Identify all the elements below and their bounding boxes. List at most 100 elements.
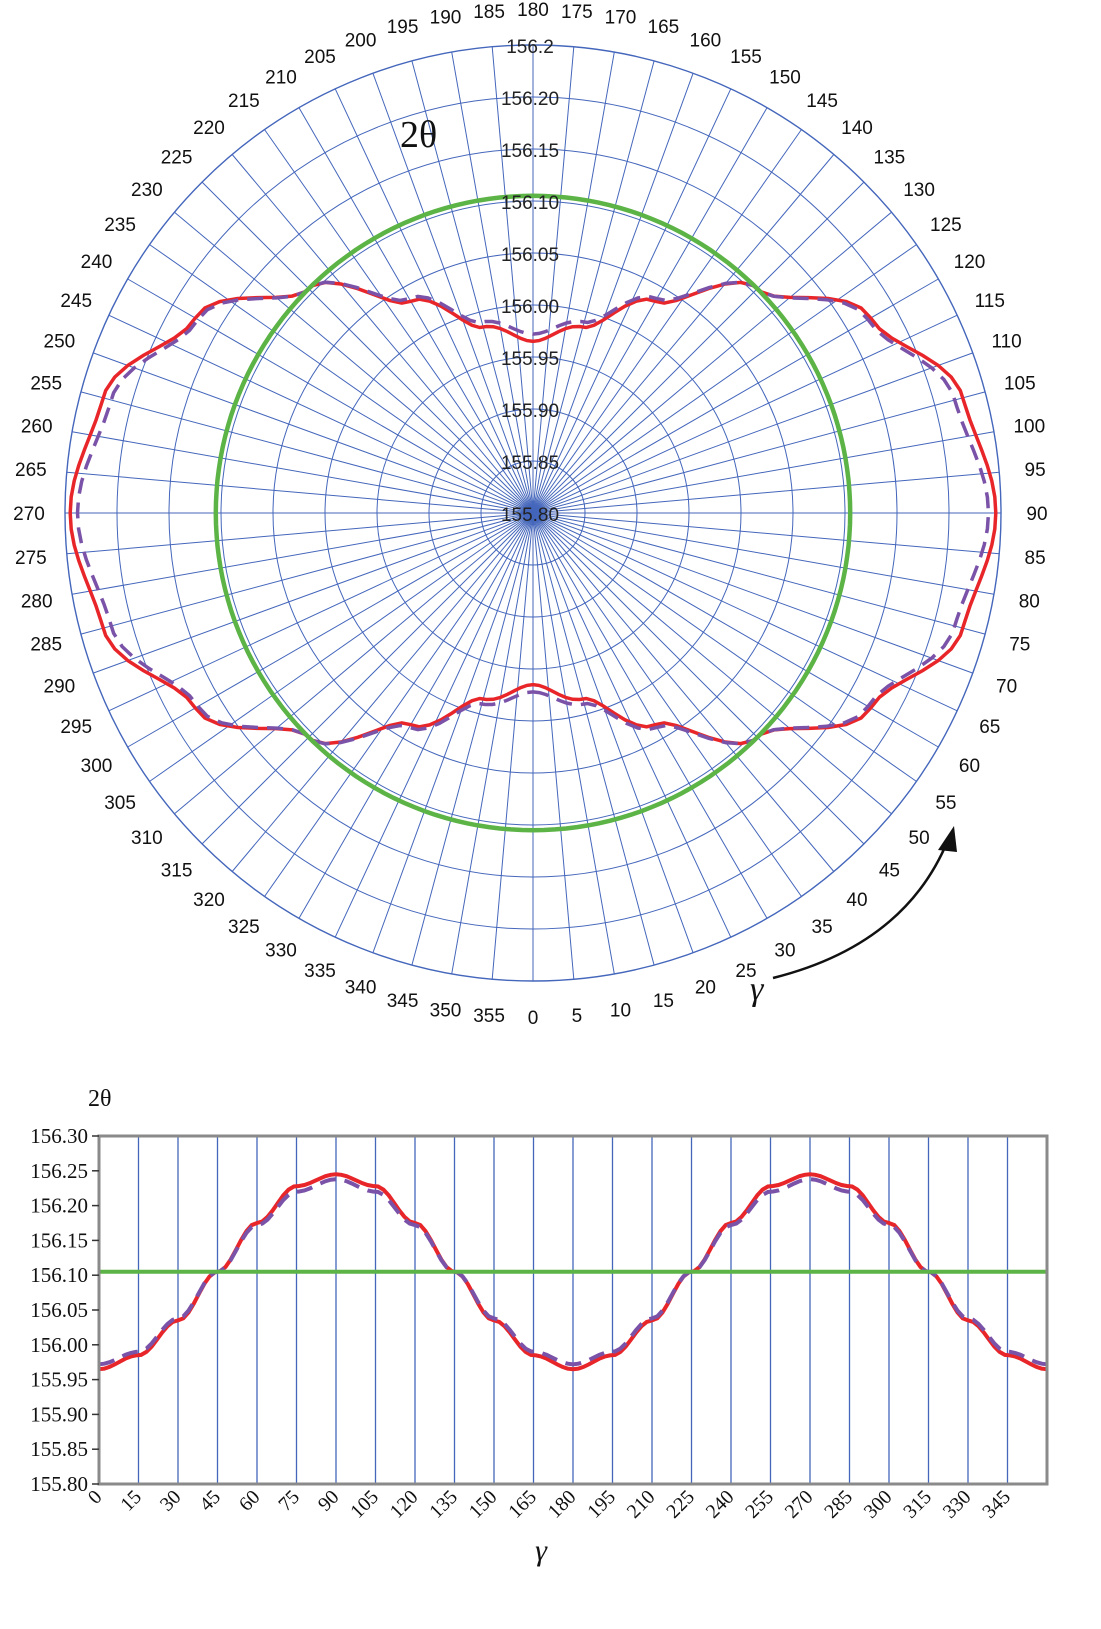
line-series — [98, 1172, 1048, 1372]
polar-angle-tick: 120 — [954, 252, 986, 273]
polar-angle-tick: 25 — [735, 961, 756, 982]
polar-grid-spoke — [201, 181, 534, 514]
polar-angle-tick: 215 — [228, 91, 260, 112]
polar-radial-axis-label: 2θ — [400, 114, 437, 156]
x-tick-label: 60 — [235, 1486, 265, 1516]
polar-angle-tick: 305 — [104, 793, 136, 814]
x-tick-label: 135 — [425, 1486, 462, 1523]
polar-grid — [64, 44, 1002, 982]
polar-angle-tick: 85 — [1025, 548, 1046, 569]
polar-angle-tick: 295 — [60, 717, 92, 738]
polar-angle-tick: 170 — [605, 8, 637, 29]
polar-angle-tick: 190 — [430, 8, 462, 29]
polar-angle-tick: 225 — [161, 148, 193, 169]
polar-angle-tick: 245 — [60, 291, 92, 312]
polar-grid-spoke — [231, 154, 534, 514]
polar-angle-tick: 335 — [304, 961, 336, 982]
polar-angle-tick: 285 — [30, 634, 62, 655]
polar-series-line-series_dashed — [75, 280, 991, 746]
polar-angle-tick: 205 — [304, 47, 336, 68]
y-tick-label: 156.25 — [30, 1159, 88, 1183]
polar-angle-tick: 45 — [879, 860, 900, 881]
polar-angle-tick: 105 — [1004, 374, 1036, 395]
polar-grid-spoke — [334, 88, 534, 514]
polar-grid-spoke — [264, 512, 534, 897]
polar-angle-tick: 60 — [959, 756, 980, 777]
polar-angle-tick: 220 — [193, 118, 225, 139]
polar-grid-spoke — [532, 512, 986, 635]
polar-angle-tick: 90 — [1026, 504, 1047, 525]
x-tick-labels: 0 15 30 45 60 75 90 105 120 135 150 165 180 195 210 225… — [84, 1486, 1015, 1523]
polar-grid-spoke — [532, 512, 694, 953]
polar-angle-tick: 155 — [730, 47, 762, 68]
polar-grid-spoke — [532, 181, 865, 514]
polar-grid-spoke — [72, 431, 534, 514]
y-tick-label: 155.95 — [30, 1368, 88, 1392]
y-tick-label: 155.90 — [30, 1402, 88, 1426]
x-tick-label: 300 — [860, 1486, 897, 1523]
x-tick-label: 75 — [274, 1486, 304, 1516]
x-tick-label: 285 — [820, 1486, 857, 1523]
polar-radial-tick: 156.15 — [501, 141, 559, 162]
polar-grid-spoke — [72, 512, 534, 595]
polar-angle-tick: 265 — [15, 460, 47, 481]
polar-grid-spoke — [372, 73, 534, 514]
polar-angle-tick: 235 — [104, 215, 136, 236]
polar-angle-tick: 195 — [387, 17, 419, 38]
x-tick-label: 165 — [504, 1486, 541, 1523]
polar-angle-tick: 30 — [774, 941, 795, 962]
polar-grid-spoke — [532, 512, 768, 919]
line-grid — [137, 1136, 1009, 1484]
y-tick-labels: 155.80 155.85 155.90 155.95 156.00 156.05 156.… — [30, 1124, 99, 1496]
polar-angle-tick: 145 — [806, 91, 838, 112]
line-chart: 155.80 155.85 155.90 155.95 156.00 156.05 156.… — [30, 1086, 1049, 1567]
x-tick-label: 270 — [781, 1486, 818, 1523]
polar-angle-tick: 330 — [265, 941, 297, 962]
polar-angle-tick: 15 — [653, 991, 674, 1012]
polar-grid-spoke — [532, 211, 892, 514]
polar-grid-spoke — [93, 352, 534, 514]
direction-arrow-icon — [772, 839, 950, 980]
x-tick-label: 105 — [346, 1486, 383, 1523]
polar-grid-spoke — [532, 107, 768, 514]
polar-grid-spoke — [532, 73, 694, 514]
line-series-line-series_solid — [98, 1172, 1048, 1372]
polar-angle-tick: 140 — [841, 118, 873, 139]
polar-grid-spoke — [532, 314, 958, 514]
polar-radial-tick: 155.85 — [501, 453, 559, 474]
polar-grid-spoke — [411, 512, 534, 966]
polar-grid-spoke — [532, 471, 1000, 514]
polar-grid-spoke — [532, 431, 994, 514]
y-tick-label: 156.00 — [30, 1333, 88, 1357]
polar-angle-tick: 345 — [387, 991, 419, 1012]
x-tick-label: 210 — [623, 1486, 660, 1523]
polar-grid-spoke — [264, 129, 534, 514]
polar-angle-tick: 50 — [909, 828, 930, 849]
polar-angle-tick: 340 — [345, 978, 377, 999]
polar-angle-tick: 290 — [44, 676, 76, 697]
polar-radial-tick: 156.2 — [506, 37, 554, 58]
polar-angle-tick: 0 — [528, 1008, 539, 1029]
x-tick-label: 315 — [899, 1486, 936, 1523]
polar-grid-spoke — [532, 512, 835, 872]
x-tick-label: 15 — [116, 1486, 146, 1516]
polar-grid-spoke — [451, 512, 534, 974]
y-tick-label: 156.15 — [30, 1228, 88, 1252]
polar-angle-tick: 280 — [21, 592, 53, 613]
polar-angle-tick: 300 — [81, 756, 113, 777]
polar-grid-spoke — [532, 60, 655, 514]
polar-grid-spoke — [532, 512, 575, 980]
polar-grid-spoke — [108, 512, 534, 712]
polar-grid-spoke — [532, 512, 655, 966]
polar-angle-tick: 70 — [996, 676, 1017, 697]
polar-angle-tick: 315 — [161, 860, 193, 881]
polar-angle-tick: 350 — [430, 1000, 462, 1021]
polar-grid-spoke — [93, 512, 534, 674]
polar-grid-spoke — [80, 512, 534, 635]
polar-angle-tick: 80 — [1019, 592, 1040, 613]
polar-series-line-series_reference — [213, 193, 853, 833]
x-tick-label: 195 — [583, 1486, 620, 1523]
y-tick-label: 156.05 — [30, 1298, 88, 1322]
polar-grid-spoke — [108, 314, 534, 514]
